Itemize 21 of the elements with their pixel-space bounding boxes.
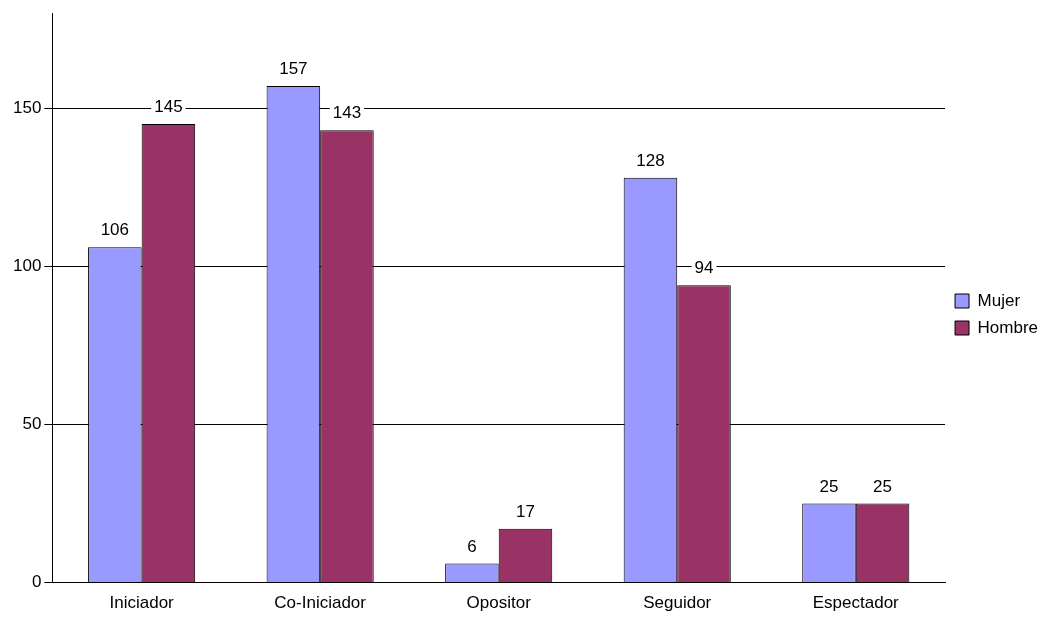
x-tick-label: Espectador — [812, 593, 900, 613]
data-label: 145 — [154, 97, 183, 117]
legend-label: Hombre — [977, 317, 1039, 337]
data-label: 25 — [819, 476, 839, 496]
data-label: 17 — [516, 502, 535, 522]
y-tick-label: 0 — [31, 572, 42, 592]
x-tick-label: Opositor — [466, 593, 532, 613]
data-label: 128 — [636, 150, 665, 170]
x-tick-label: Co-Iniciador — [274, 593, 367, 613]
y-tick-label: 100 — [12, 255, 42, 275]
x-tick-label: Seguidor — [643, 593, 712, 613]
data-label: 94 — [694, 258, 714, 278]
data-label: 106 — [100, 220, 130, 240]
y-tick-label: 150 — [12, 97, 42, 117]
y-tick-label: 50 — [22, 414, 42, 434]
data-label: 157 — [279, 59, 308, 79]
legend-label: Mujer — [977, 290, 1021, 310]
data-label: 25 — [873, 476, 893, 496]
data-label: 6 — [467, 536, 477, 556]
data-label: 143 — [332, 103, 362, 123]
x-tick-label: Iniciador — [109, 593, 175, 613]
